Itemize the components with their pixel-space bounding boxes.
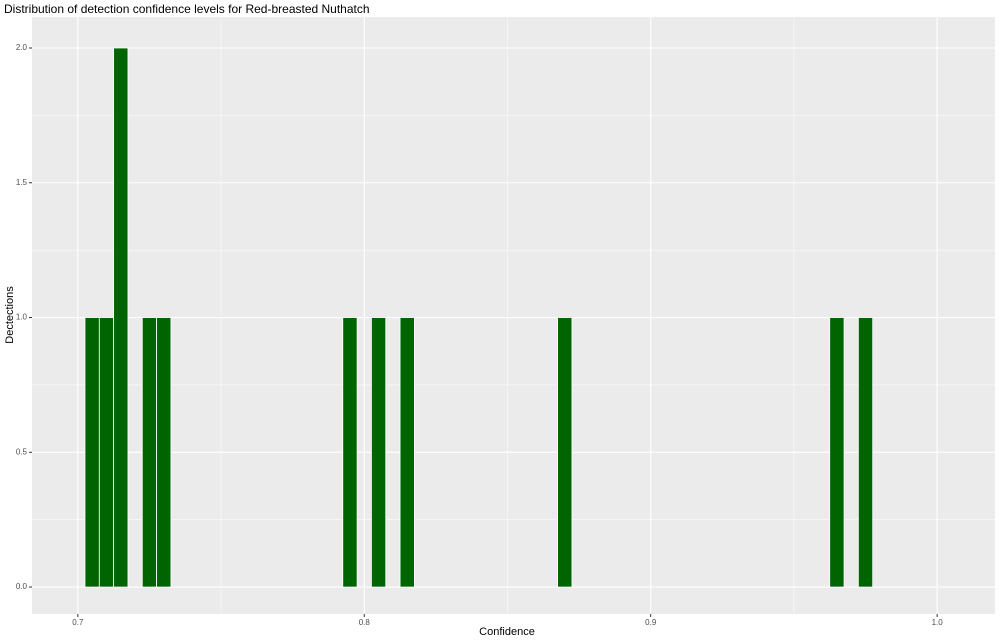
x-tick-label: 1.0 <box>932 618 944 627</box>
y-axis-label: Dectections <box>4 286 16 344</box>
bar <box>829 317 845 588</box>
bar <box>141 317 157 588</box>
x-tick-label: 0.8 <box>359 618 371 627</box>
bar <box>98 317 115 588</box>
bar <box>113 47 129 588</box>
bar <box>557 317 573 588</box>
bar <box>857 317 874 588</box>
y-tick-label: 2.0 <box>16 43 28 52</box>
x-axis-label: Confidence <box>479 626 535 638</box>
y-tick-label: 0.0 <box>16 582 28 591</box>
bar <box>399 317 415 588</box>
chart-title: Distribution of detection confidence lev… <box>4 2 370 16</box>
bar <box>371 317 387 588</box>
panel <box>32 17 995 614</box>
bar <box>156 317 172 588</box>
bar <box>84 317 100 588</box>
y-tick-label: 0.5 <box>16 447 28 456</box>
x-tick-label: 0.9 <box>645 618 657 627</box>
y-tick-label: 1.0 <box>16 313 28 322</box>
x-tick-label: 0.7 <box>72 618 84 627</box>
y-tick-label: 1.5 <box>16 178 28 187</box>
bar <box>342 317 358 588</box>
